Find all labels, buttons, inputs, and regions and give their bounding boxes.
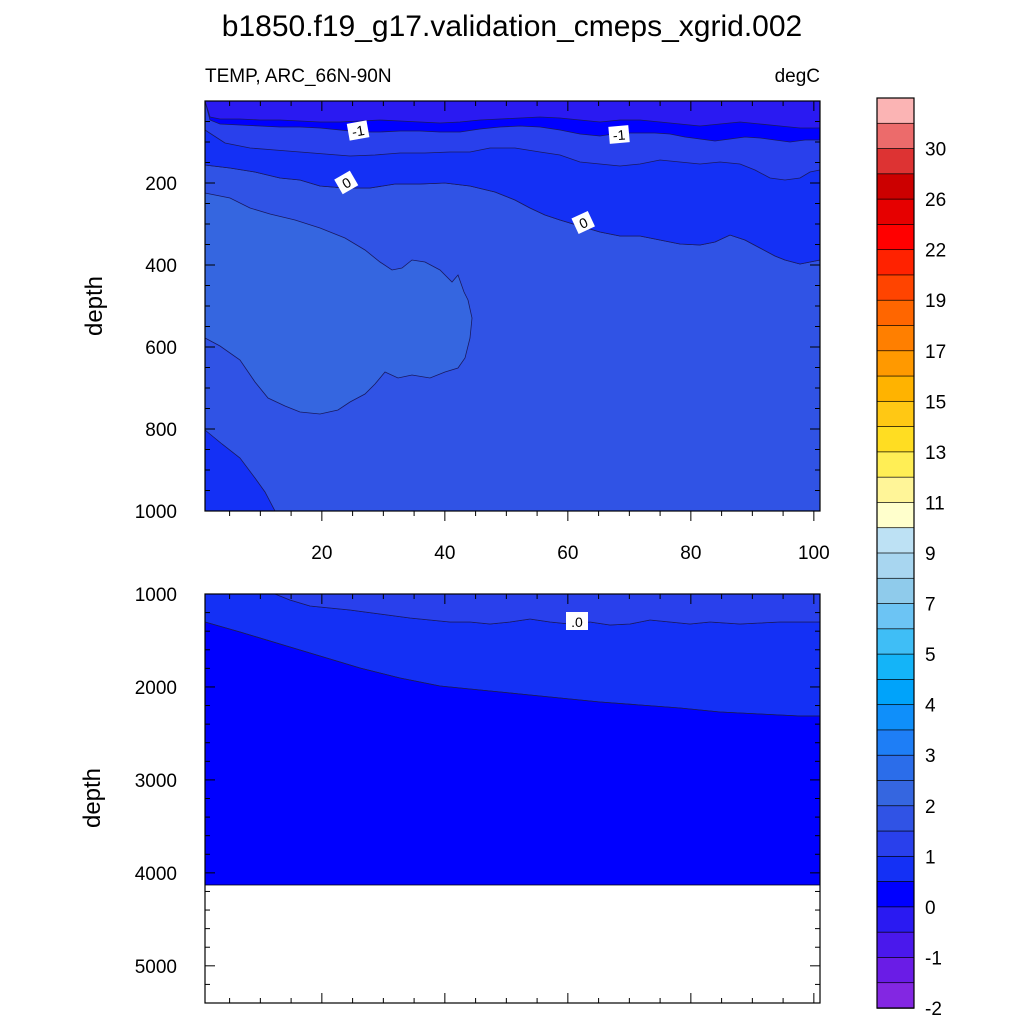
fill-m1-to-m05-deep [205,622,820,885]
y-tick-label: 1000 [135,502,177,523]
colorbar-label: 5 [925,645,936,666]
fill-m05-to-0 [204,129,821,265]
colorbar-label: 7 [925,595,936,616]
colorbar-swatch [876,577,915,605]
colorbar-swatch [876,502,915,529]
colorbar-swatch [876,754,915,782]
colorbar-swatch [876,274,915,301]
x-tick-label: 20 [311,543,332,564]
upper-x-axis: 20 40 60 80 100 [229,101,830,564]
colorbar-label: 13 [925,443,946,464]
colorbar-swatch [876,805,915,832]
colorbar-label: 26 [925,190,946,211]
colorbar-swatch [876,350,915,377]
colorbar-label: 9 [925,544,936,565]
colorbar-swatch [876,299,915,327]
upper-panel: 200 400 600 800 1000 20 40 60 80 100 -1 -1 0 0 d… [81,100,830,564]
y-tick-label: 400 [145,256,177,277]
fill-lt-minus-1 [204,100,821,129]
colorbar-swatch [876,476,915,504]
fill-0-to-05-deep [205,593,821,626]
upper-y-axis: 200 400 600 800 1000 [135,121,820,523]
contour-label: -1 [612,126,626,143]
y-tick-label: 600 [145,338,177,359]
colorbar-swatch [876,122,915,150]
colorbar-swatch [876,881,915,908]
colorbar-label: 1 [925,847,936,868]
right-subtitle: degC [775,66,820,87]
x-tick-label: 40 [434,543,455,564]
colorbar-swatch [876,982,915,1009]
colorbar-swatch [876,325,915,352]
colorbar-label: 3 [925,746,936,767]
colorbar-label: 19 [925,291,946,312]
colorbar-swatch [876,173,915,200]
left-subtitle: TEMP, ARC_66N-90N [205,66,392,87]
colorbar-swatch [876,426,915,453]
x-tick-label: 100 [798,543,830,564]
y-tick-label: 200 [145,174,177,195]
lower-y-axis: 1000 2000 3000 4000 5000 [135,585,820,1004]
upper-contour-label: 0 [334,170,359,195]
colorbar-swatch [876,653,915,681]
colorbar-swatch [876,679,915,706]
y-tick-label: 4000 [135,864,177,885]
lower-panel: 1000 2000 3000 4000 5000 .0 depth [79,585,821,1004]
colorbar-label: 2 [925,797,936,818]
lower-y-axis-label: depth [79,768,106,828]
colorbar-frame [876,97,915,1009]
colorbar-swatch [876,527,915,554]
colorbar-swatch [876,375,915,403]
colorbar-label: 17 [925,342,946,363]
colorbar-swatch [876,198,915,226]
colorbar-swatch [876,97,915,125]
fill-m1-to-m05-top-edge [204,621,820,717]
y-tick-label: 1000 [135,585,177,606]
colorbar-swatch [876,957,915,984]
x-tick-label: 80 [680,543,701,564]
colorbar-label: -2 [925,999,942,1020]
colorbar-swatch [876,906,915,933]
colorbar-swatch [876,704,915,731]
colorbar-swatch [876,729,915,756]
colorbar-label: 15 [925,392,946,413]
x-tick-label: 60 [557,543,578,564]
colorbar-label: 11 [925,493,945,514]
contour-label: -1 [351,122,366,140]
colorbar-swatch [876,400,915,428]
y-tick-label: 2000 [135,678,177,699]
colorbar-swatch [876,780,915,807]
colorbar-swatch [876,224,915,251]
colorbar-label: 4 [925,696,936,717]
fill-gt-1-blob [204,192,473,415]
colorbar: 30 26 22 19 17 15 13 11 9 7 5 4 3 2 1 0 -1 -2 [876,97,946,1020]
colorbar-swatch [876,603,915,630]
colorbar-label: 0 [925,898,936,919]
colorbar-label: -1 [925,948,942,969]
y-tick-label: 800 [145,420,177,441]
colorbar-label: 22 [925,241,946,262]
figure-title: b1850.f19_g17.validation_cmeps_xgrid.002 [222,10,802,43]
y-tick-label: 3000 [135,771,177,792]
colorbar-swatch [876,855,915,883]
colorbar-swatch [876,249,915,276]
colorbar-swatch [876,628,915,655]
lower-x-axis [229,594,815,1003]
colorbar-swatch [876,931,915,959]
upper-contour-label: -1 [608,125,630,144]
contour-label: .0 [571,614,583,630]
colorbar-swatch [876,451,915,478]
lower-contour-label: .0 [566,612,588,630]
y-tick-label: 5000 [135,957,177,978]
upper-contour-label: -1 [346,120,370,141]
colorbar-swatch [876,830,915,858]
upper-y-axis-label: depth [81,276,108,336]
upper-contour-label: 0 [571,210,595,234]
colorbar-label: 30 [925,140,946,161]
colorbar-swatch [876,148,915,175]
colorbar-swatch [876,552,915,580]
